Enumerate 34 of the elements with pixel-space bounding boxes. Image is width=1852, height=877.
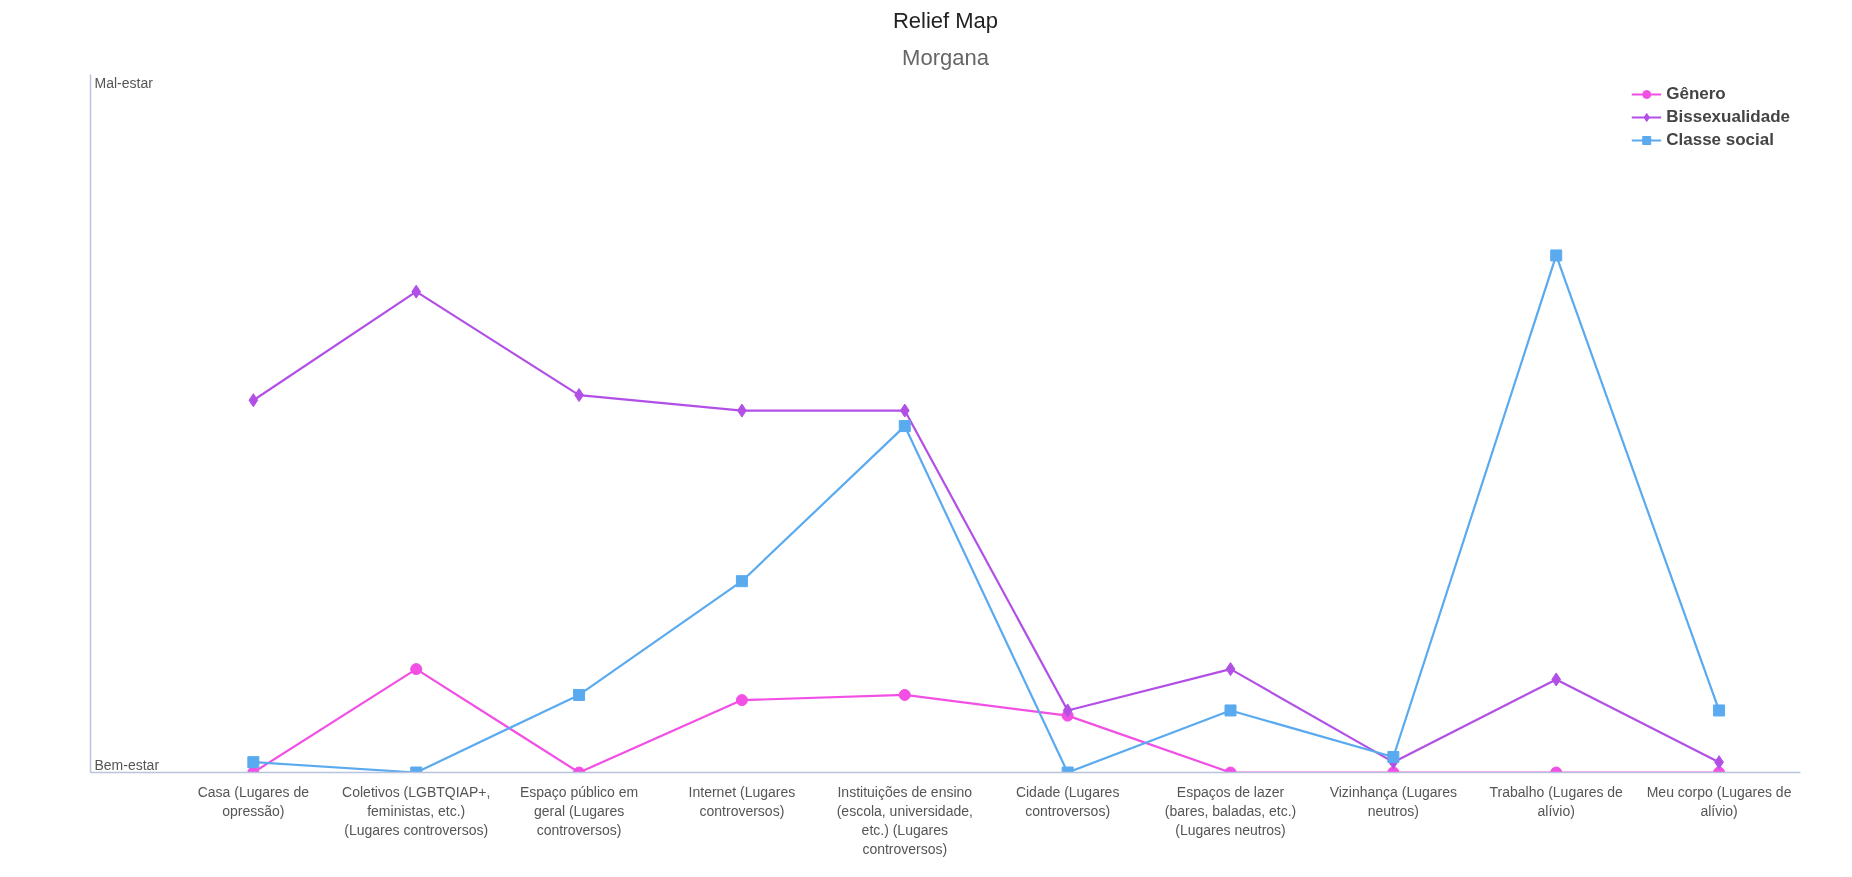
point	[1551, 672, 1562, 687]
legend-label: Bissexualidade	[1666, 107, 1790, 127]
x-tick-label: Meu corpo (Lugares de alívio)	[1646, 783, 1792, 819]
point	[247, 756, 260, 769]
x-tick-label: Internet (Lugares controversos)	[688, 783, 796, 819]
point	[1224, 704, 1237, 717]
legend-label: Gênero	[1666, 84, 1726, 104]
point	[573, 688, 586, 701]
x-tick-label: Vizinhança (Lugares neutros)	[1329, 783, 1458, 819]
chart-subtitle: Morgana	[902, 44, 990, 70]
point	[410, 663, 423, 676]
point	[1387, 750, 1400, 763]
x-tick-label: Casa (Lugares de opressão)	[197, 783, 310, 819]
x-tick-label: Instituições de ensino (escola, universidade, etc.) (Lugares controversos)	[836, 783, 973, 858]
x-tick-label: Espaço público em geral (Lugares controversos)	[519, 783, 639, 838]
point	[898, 420, 911, 433]
point	[1062, 703, 1073, 718]
point	[735, 575, 748, 588]
point	[1225, 662, 1236, 677]
x-tick-label: Trabalho (Lugares de alívio)	[1489, 783, 1624, 819]
annotation: Bem-estar	[94, 756, 160, 773]
point	[1713, 704, 1726, 717]
point	[248, 393, 259, 408]
x-tick-label: Cidade (Lugares controversos)	[1015, 783, 1120, 819]
point	[898, 688, 911, 701]
x-tick-label: Espaços de lazer (bares, baladas, etc.) (Lugares neutros)	[1164, 783, 1297, 838]
point	[735, 694, 748, 707]
point	[899, 403, 910, 418]
text: Mal-estar	[94, 74, 154, 91]
point	[1550, 249, 1563, 262]
x-tick-label: Coletivos (LGBTQIAP+, feministas, etc.) (Lugares controversos)	[342, 783, 491, 838]
chart-title: Relief Map	[892, 7, 999, 33]
point	[411, 284, 422, 299]
legend-label: Classe social	[1666, 130, 1774, 150]
